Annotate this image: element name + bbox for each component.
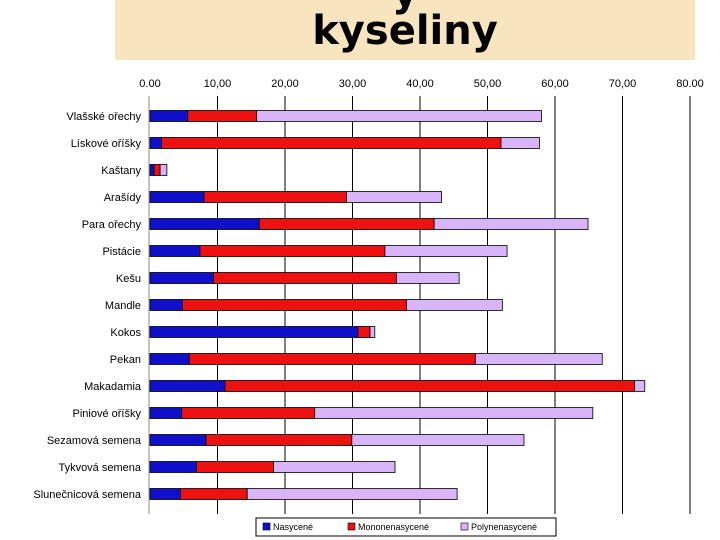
title-banner: y kyseliny — [115, 0, 695, 60]
bar-segment-3 — [474, 353, 603, 365]
category-label: Slunečnicová semena — [33, 489, 142, 501]
bar-segment-2 — [199, 245, 386, 257]
bar-segment-3 — [634, 380, 646, 392]
category-label: Piniové oříšky — [73, 408, 142, 420]
bar-segment-3 — [351, 434, 525, 446]
bar-segment-1 — [149, 272, 214, 284]
category-label: Lískové oříšky — [71, 138, 142, 150]
bar-segment-3 — [384, 245, 508, 257]
category-label: Vlašské ořechy — [66, 111, 141, 123]
bar-segment-2 — [213, 272, 397, 284]
bar-segment-1 — [149, 137, 162, 149]
legend-swatch — [262, 522, 271, 531]
bar-segment-2 — [258, 218, 435, 230]
bar-segment-3 — [500, 137, 540, 149]
bar-segment-3 — [256, 110, 542, 122]
bar-segment-1 — [149, 218, 260, 230]
category-label: Pekan — [110, 354, 141, 366]
legend-label: Nasycené — [273, 522, 313, 532]
legend-label: Polynenasycené — [471, 522, 537, 532]
bar-segment-2 — [203, 191, 347, 203]
category-label: Kaštany — [101, 165, 141, 177]
bar-segment-2 — [181, 407, 316, 419]
bar-segment-2 — [179, 488, 248, 500]
category-label: Para ořechy — [82, 219, 142, 231]
x-tick-label: 40,00 — [406, 78, 434, 90]
bar-segment-3 — [314, 407, 594, 419]
category-label: Pistácie — [102, 246, 141, 258]
x-tick-label: 10,00 — [204, 78, 232, 90]
legend-box — [255, 517, 557, 537]
page-title: kyseliny — [312, 8, 498, 54]
bar-segment-2 — [224, 380, 636, 392]
category-label: Sezamová semena — [47, 435, 142, 447]
bar-segment-3 — [369, 326, 376, 338]
bar-segment-1 — [149, 326, 359, 338]
bar-segment-2 — [161, 137, 502, 149]
bar-segment-3 — [246, 488, 458, 500]
category-label: Kešu — [116, 273, 141, 285]
bar-segment-3 — [406, 299, 503, 311]
bar-segment-1 — [149, 434, 207, 446]
category-label: Tykvová semena — [58, 462, 141, 474]
bar-segment-2 — [196, 461, 274, 473]
x-tick-label: 50,00 — [474, 78, 502, 90]
legend-swatch — [347, 522, 356, 531]
bar-segment-3 — [346, 191, 442, 203]
bar-segment-1 — [149, 191, 205, 203]
x-tick-label: 80.00 — [676, 78, 704, 90]
bar-segment-3 — [273, 461, 396, 473]
bar-segment-1 — [149, 353, 190, 365]
bar-segment-2 — [153, 164, 161, 176]
bar-segment-3 — [159, 164, 168, 176]
bar-segment-2 — [181, 299, 407, 311]
x-tick-label: 70,00 — [609, 78, 637, 90]
bar-segment-1 — [149, 461, 197, 473]
bar-segment-2 — [187, 110, 258, 122]
x-tick-label: 30,00 — [339, 78, 367, 90]
bar-segment-3 — [395, 272, 460, 284]
legend-swatch — [460, 522, 469, 531]
bar-segment-1 — [149, 110, 189, 122]
bar-segment-1 — [149, 299, 183, 311]
x-tick-label: 0.00 — [139, 78, 160, 90]
bar-segment-2 — [357, 326, 371, 338]
bar-segment-1 — [149, 407, 183, 419]
title-cut-fragment: y — [375, 0, 435, 16]
bar-segment-2 — [205, 434, 353, 446]
category-label: Arašídy — [104, 192, 142, 204]
category-label: Kokos — [110, 327, 141, 339]
bar-segment-3 — [433, 218, 589, 230]
bar-segment-1 — [149, 488, 181, 500]
legend-label: Mononenasycené — [358, 522, 429, 532]
category-label: Mandle — [105, 300, 141, 312]
category-label: Makadamia — [84, 381, 142, 393]
bar-segment-2 — [188, 353, 476, 365]
x-tick-label: 20,00 — [271, 78, 299, 90]
bar-segment-1 — [149, 164, 155, 176]
bar-segment-1 — [149, 245, 201, 257]
x-tick-label: 60,00 — [541, 78, 569, 90]
bar-segment-1 — [149, 380, 226, 392]
